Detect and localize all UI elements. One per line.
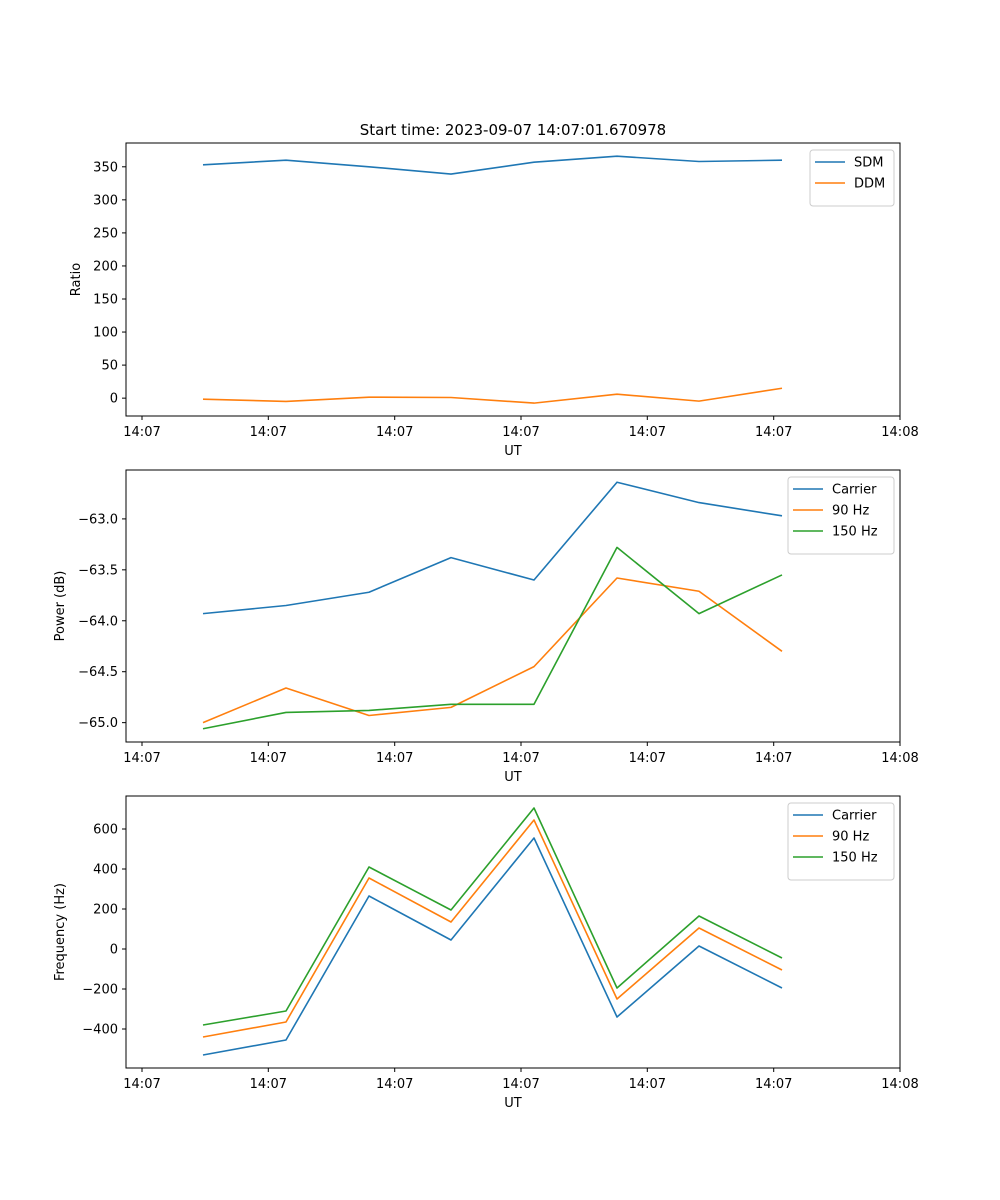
subplot-3: 14:07 14:07 14:07 14:07 14:07 14:07 14:08 UT −40… [53,795,919,1111]
x-tick-label: 14:07 [755,425,792,440]
x-tick-label: 14:07 [502,1077,539,1092]
legend-label: SDM [854,156,883,171]
series-line-90-hz [202,819,783,1038]
series-line-ddm [202,387,783,404]
x-tick-label: 14:07 [250,751,287,766]
x-axis-label: UT [504,1096,522,1111]
x-tick-label: 14:07 [755,751,792,766]
x-tick-label: 14:07 [629,1077,666,1092]
y-tick-label: 250 [93,226,118,241]
y-tick-label: −64.5 [78,665,118,680]
x-tick-label: 14:07 [376,425,413,440]
series-line-150-hz [202,807,783,1026]
x-tick-label: 14:07 [755,1077,792,1092]
series-line-carrier [202,837,783,1056]
legend-item: 150 Hz [793,525,878,540]
axes-frame [125,469,901,743]
y-tick-label: 200 [93,259,118,274]
x-tick-label: 14:08 [881,1077,918,1092]
y-tick-label: 0 [110,943,118,958]
x-tick-label: 14:07 [502,751,539,766]
legend: Carrier 90 Hz 150 Hz [787,476,895,555]
y-tick-label: 0 [110,392,118,407]
y-tick-label: −400 [82,1023,118,1038]
legend-label: Carrier [832,809,877,824]
subplot-2: 14:07 14:07 14:07 14:07 14:07 14:07 14:08 UT −65… [53,469,919,785]
x-axis-label: UT [504,770,522,785]
x-tick-label: 14:07 [250,1077,287,1092]
y-tick-label: 300 [93,193,118,208]
x-tick-label: 14:08 [881,425,918,440]
chart-title: Start time: 2023-09-07 14:07:01.670978 [360,121,666,139]
legend-label: 90 Hz [832,504,869,519]
y-tick-label: −64.0 [78,614,118,629]
x-tick-label: 14:07 [250,425,287,440]
legend: SDM DDM [809,149,895,207]
y-axis-label: Power (dB) [53,571,68,642]
legend-item: 90 Hz [793,830,869,845]
y-axis-label: Frequency (Hz) [53,883,68,981]
subplot-1: Start time: 2023-09-07 14:07:01.670978 14… [69,121,919,459]
y-tick-label: 50 [101,359,118,374]
axes-frame [125,142,901,417]
legend-box [787,476,895,555]
x-tick-label: 14:07 [123,425,160,440]
x-tick-label: 14:07 [629,425,666,440]
series-line-sdm [202,155,783,175]
axes-frame [125,795,901,1069]
x-axis-label: UT [504,444,522,459]
y-tick-label: 350 [93,160,118,175]
y-tick-label: 600 [93,823,118,838]
legend-item: Carrier [793,809,877,824]
y-axis-label: Ratio [69,263,84,296]
legend-box [809,149,895,207]
legend-item: DDM [815,177,885,192]
y-tick-label: 400 [93,863,118,878]
series-line-90-hz [202,577,783,724]
legend-item: 90 Hz [793,504,869,519]
legend-label: DDM [854,177,885,192]
x-tick-label: 14:07 [502,425,539,440]
legend: Carrier 90 Hz 150 Hz [787,802,895,881]
x-tick-label: 14:07 [376,1077,413,1092]
x-tick-label: 14:07 [629,751,666,766]
x-tick-label: 14:07 [123,1077,160,1092]
y-tick-label: −200 [82,983,118,998]
x-tick-label: 14:07 [123,751,160,766]
series-line-carrier [202,481,783,615]
legend-label: 150 Hz [832,525,878,540]
legend-item: Carrier [793,483,877,498]
y-tick-label: 100 [93,326,118,341]
x-tick-label: 14:08 [881,751,918,766]
legend-item: SDM [815,156,883,171]
y-tick-label: 200 [93,903,118,918]
x-tick-label: 14:07 [376,751,413,766]
y-tick-label: −63.5 [78,563,118,578]
legend-label: Carrier [832,483,877,498]
legend-label: 150 Hz [832,851,878,866]
legend-item: 150 Hz [793,851,878,866]
series-line-150-hz [202,546,783,730]
y-tick-label: −65.0 [78,716,118,731]
legend-label: 90 Hz [832,830,869,845]
y-tick-label: −63.0 [78,512,118,527]
legend-box [787,802,895,881]
y-tick-label: 150 [93,293,118,308]
